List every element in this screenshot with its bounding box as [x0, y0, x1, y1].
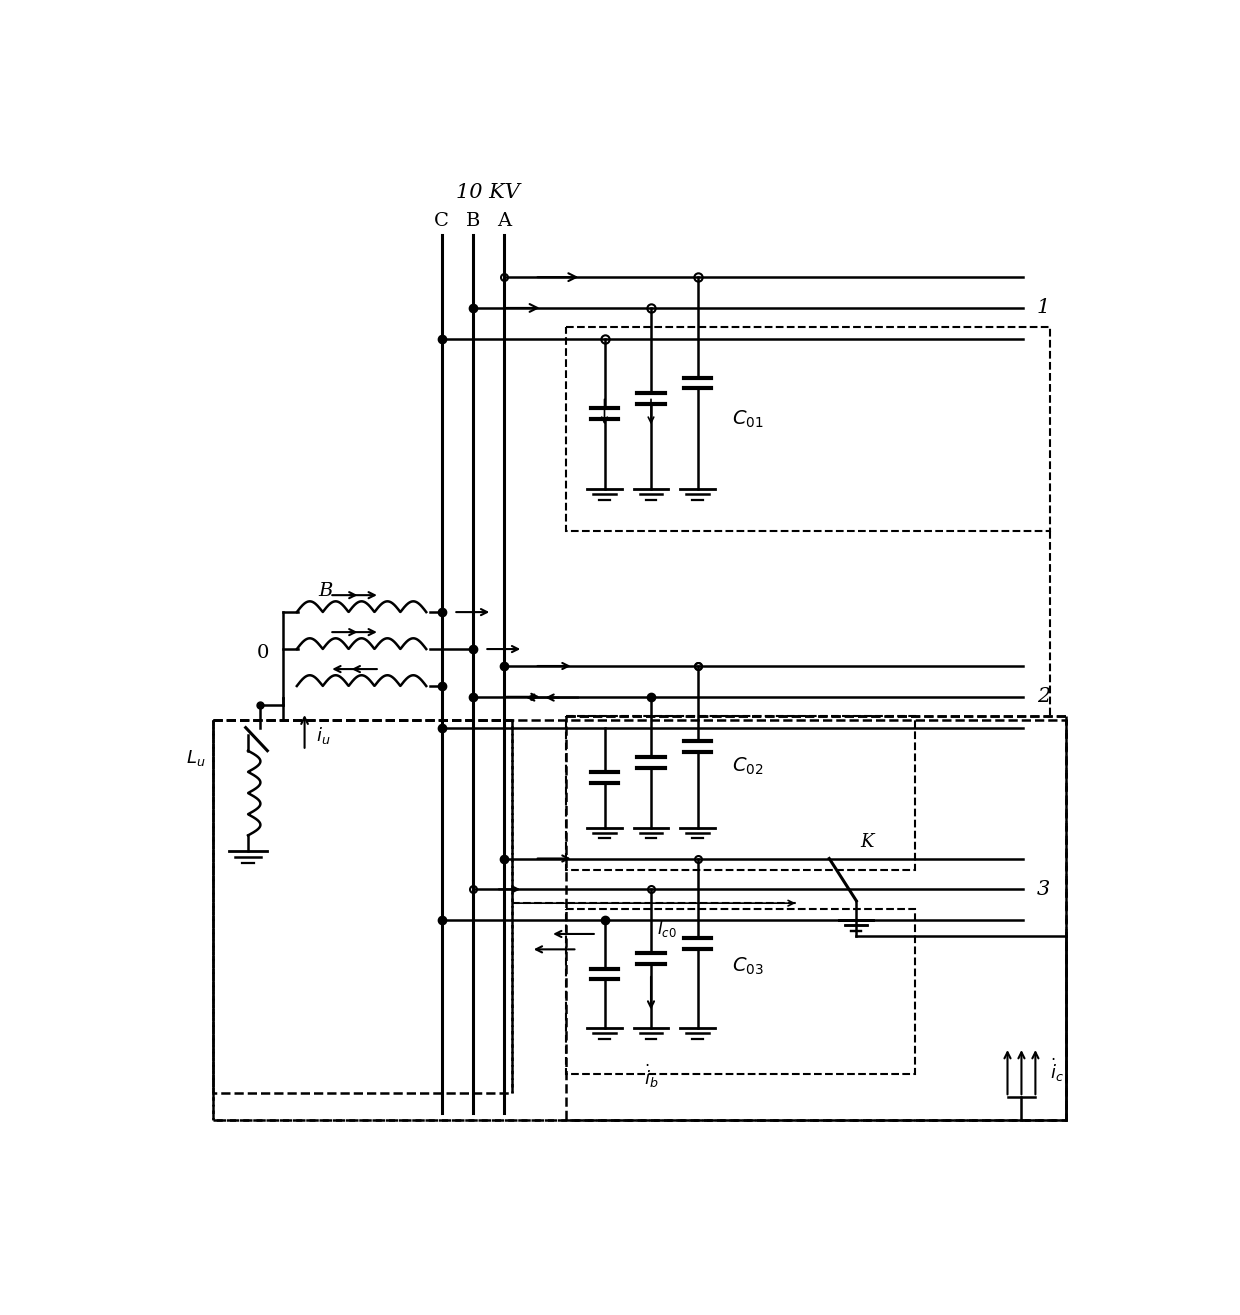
Text: $C_{02}$: $C_{02}$: [733, 755, 764, 777]
Text: $I_{c0}$: $I_{c0}$: [656, 919, 677, 939]
Text: K: K: [861, 832, 874, 851]
Text: $i_u$: $i_u$: [316, 725, 331, 746]
Text: A: A: [497, 212, 511, 230]
Text: 2: 2: [1037, 688, 1050, 706]
Text: 0: 0: [257, 644, 269, 661]
Text: $L_u$: $L_u$: [186, 748, 206, 768]
Text: B: B: [319, 581, 332, 600]
Text: $\dot{i}_c$: $\dot{i}_c$: [1050, 1057, 1064, 1084]
Text: C: C: [434, 212, 449, 230]
Text: $C_{01}$: $C_{01}$: [733, 409, 764, 430]
Text: $\dot{i}_b$: $\dot{i}_b$: [644, 1063, 658, 1090]
Text: $C_{03}$: $C_{03}$: [733, 956, 764, 977]
Text: 3: 3: [1037, 880, 1050, 898]
Text: 10 KV: 10 KV: [456, 183, 521, 203]
Text: B: B: [465, 212, 480, 230]
Text: 1: 1: [1037, 299, 1050, 317]
